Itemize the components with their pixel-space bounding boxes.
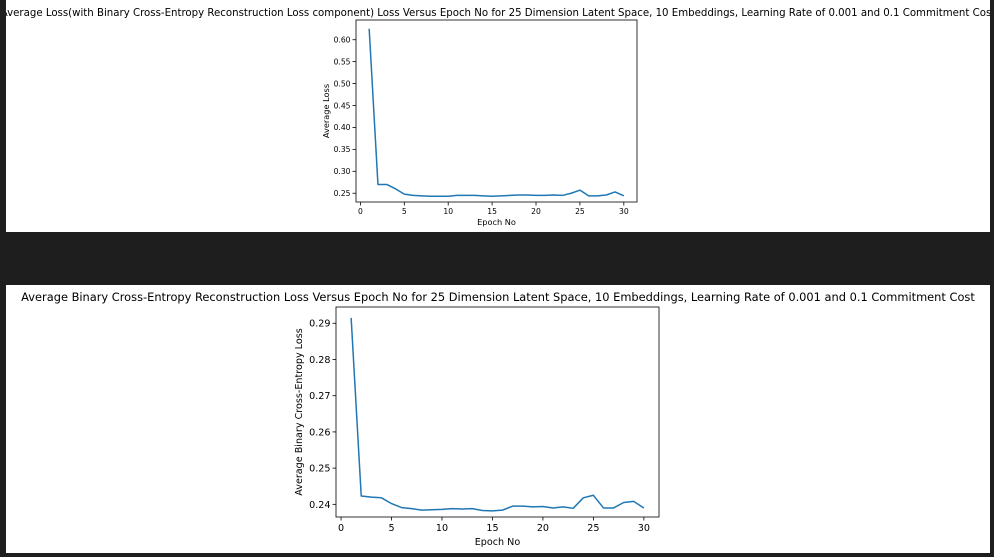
y-tick-label: 0.45 [334, 101, 351, 110]
y-tick-label: 0.29 [309, 319, 330, 330]
y-tick-label: 0.40 [334, 123, 351, 132]
y-tick-label: 0.30 [334, 167, 351, 176]
x-tick-label: 0 [338, 523, 344, 534]
y-tick-label: 0.50 [334, 79, 351, 88]
chart-2: Average Binary Cross-Entropy Reconstruct… [21, 290, 975, 548]
x-tick-label: 25 [575, 207, 585, 216]
x-tick-label: 15 [486, 523, 498, 534]
plot-frame [355, 19, 638, 203]
series-line [350, 317, 645, 512]
x-tick-label: 20 [537, 523, 549, 534]
x-tick-label: 0 [358, 207, 363, 216]
y-tick-label: 0.28 [309, 355, 330, 366]
y-axis-label: Average Binary Cross-Entropy Loss [294, 328, 305, 495]
chart-panel-1: Average Loss(with Binary Cross-Entropy R… [6, 0, 990, 232]
x-tick-label: 30 [619, 207, 629, 216]
x-tick-label: 5 [402, 207, 407, 216]
x-axis-label: Epoch No [475, 537, 521, 548]
y-axis-label: Average Loss [321, 84, 331, 138]
y-tick-label: 0.26 [309, 427, 330, 438]
y-tick-label: 0.55 [334, 57, 351, 66]
chart-title: Average Loss(with Binary Cross-Entropy R… [6, 8, 990, 19]
plot-frame [335, 306, 660, 518]
chart-1: Average Loss(with Binary Cross-Entropy R… [6, 8, 990, 227]
x-tick-label: 10 [443, 207, 453, 216]
x-tick-label: 10 [436, 523, 448, 534]
x-tick-label: 15 [487, 207, 497, 216]
y-tick-label: 0.25 [334, 189, 351, 198]
y-tick-label: 0.24 [309, 500, 330, 511]
y-tick-label: 0.60 [334, 35, 351, 44]
x-tick-label: 20 [531, 207, 541, 216]
y-tick-label: 0.35 [334, 145, 351, 154]
x-tick-label: 5 [388, 523, 394, 534]
chart-title: Average Binary Cross-Entropy Reconstruct… [21, 290, 975, 304]
y-tick-label: 0.27 [309, 391, 330, 402]
series-line [368, 28, 625, 198]
x-tick-label: 25 [587, 523, 599, 534]
x-tick-label: 30 [638, 523, 650, 534]
y-tick-label: 0.25 [309, 464, 330, 475]
x-axis-label: Epoch No [477, 217, 516, 227]
chart-panel-2: Average Binary Cross-Entropy Reconstruct… [6, 285, 990, 553]
